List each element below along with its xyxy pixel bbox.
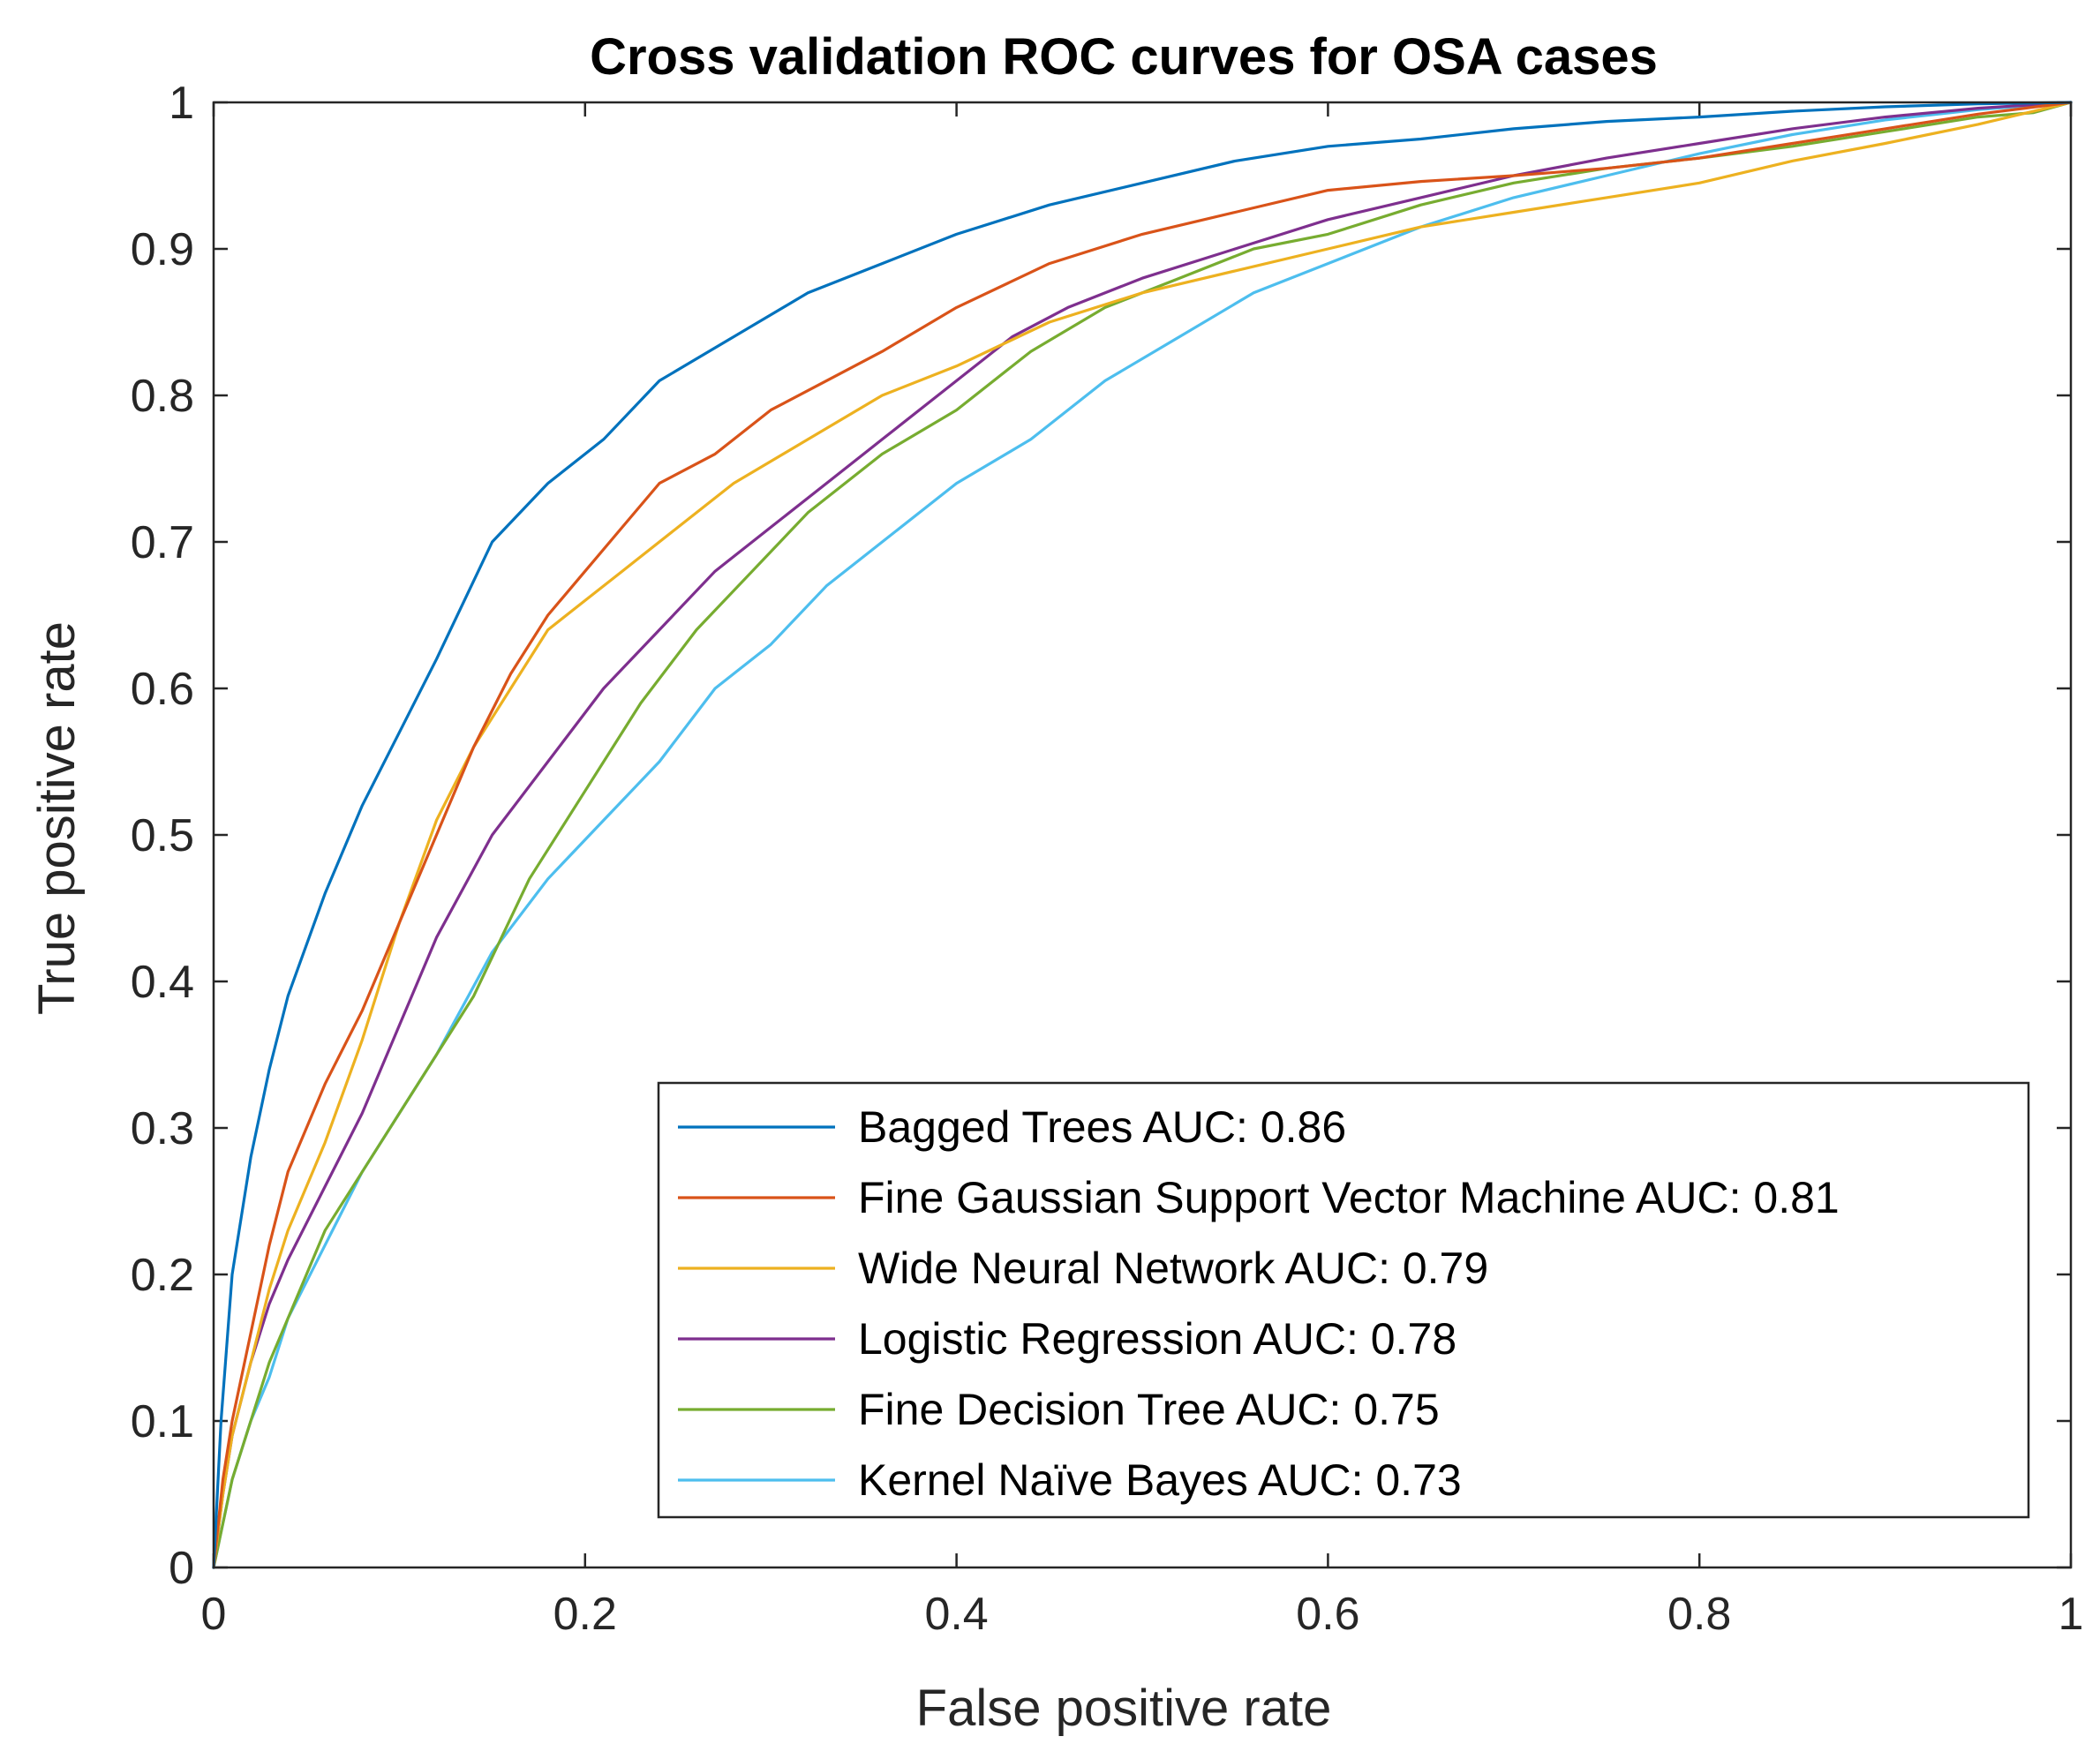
y-tick-label: 0.3 (131, 1103, 194, 1154)
y-tick-label: 1 (169, 78, 194, 129)
legend-label: Kernel Naïve Bayes AUC: 0.73 (858, 1455, 1462, 1505)
x-tick-label: 0.4 (924, 1589, 988, 1640)
legend: Bagged Trees AUC: 0.86 Fine Gaussian Supp… (657, 1081, 2030, 1519)
series-line (212, 101, 2073, 1569)
series-line (212, 101, 2073, 1569)
axis-ticks: 0 0.2 0.4 0.6 0.8 1 0 0.1 0.2 0.3 0.4 0.5 0.6 0.7 0.8 0… (131, 78, 2084, 1640)
chart-title: Cross validation ROC curves for OSA case… (590, 28, 1658, 86)
legend-label: Wide Neural Network AUC: 0.79 (858, 1244, 1488, 1293)
x-axis-label: False positive rate (916, 1680, 1332, 1737)
legend-label: Fine Decision Tree AUC: 0.75 (858, 1385, 1440, 1434)
y-tick-label: 0.2 (131, 1250, 194, 1301)
legend-label: Logistic Regression AUC: 0.78 (858, 1314, 1456, 1364)
legend-label: Bagged Trees AUC: 0.86 (858, 1102, 1346, 1152)
x-tick-label: 0.6 (1296, 1589, 1359, 1640)
series-line (212, 101, 2073, 1569)
y-tick-label: 0.7 (131, 517, 194, 568)
x-tick-label: 0.2 (553, 1589, 617, 1640)
y-tick-label: 0.6 (131, 664, 194, 715)
y-tick-label: 0.8 (131, 371, 194, 422)
y-tick-label: 0.1 (131, 1396, 194, 1447)
x-tick-label: 0.8 (1667, 1589, 1731, 1640)
x-tick-label: 1 (2059, 1589, 2084, 1640)
plot-series (212, 101, 2073, 1569)
series-line (212, 101, 2073, 1569)
y-tick-label: 0.9 (131, 224, 194, 275)
x-tick-label: 0 (201, 1589, 227, 1640)
y-tick-label: 0 (169, 1543, 194, 1594)
y-tick-label: 0.4 (131, 957, 194, 1008)
plot-area-border (212, 101, 2073, 1569)
y-axis-label: True positive rate (28, 621, 86, 1015)
legend-box (657, 1081, 2030, 1519)
y-tick-label: 0.5 (131, 810, 194, 861)
legend-label: Fine Gaussian Support Vector Machine AUC… (858, 1173, 1840, 1222)
